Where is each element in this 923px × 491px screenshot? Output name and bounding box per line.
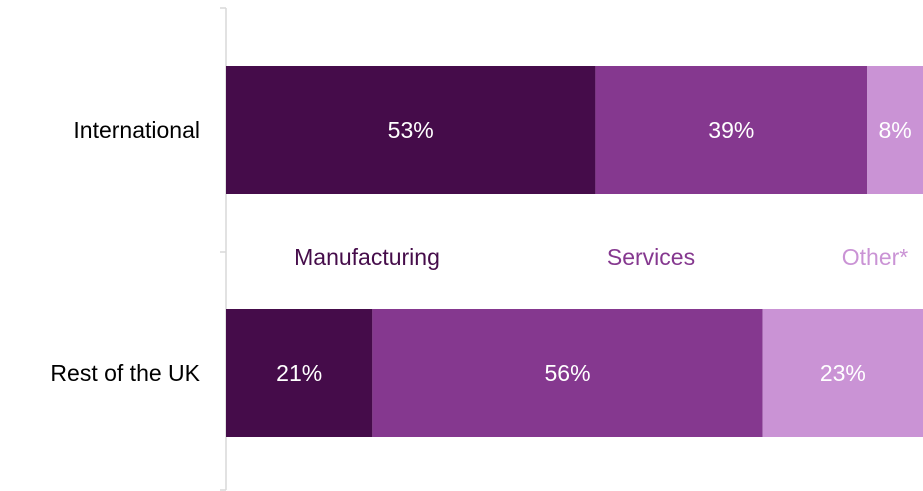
bar-1-1 [372,309,763,437]
legend: Manufacturing Services Other* [294,244,908,270]
category-labels: International Rest of the UK [50,117,200,386]
data-label-0-2: 8% [878,117,911,143]
category-label-0: International [73,117,200,143]
legend-label-1: Services [607,244,695,270]
data-label-0-1: 39% [708,117,754,143]
legend-label-2: Other* [842,244,909,270]
data-label-1-2: 23% [820,360,866,386]
bar-1-0 [226,309,373,437]
bar-1-2 [762,309,923,437]
category-label-1: Rest of the UK [50,360,200,386]
data-label-1-0: 21% [276,360,322,386]
bars [226,66,923,437]
data-labels: 53% 39% 8% 21% 56% 23% [276,117,912,386]
bar-0-0 [226,66,596,194]
data-label-1-1: 56% [545,360,591,386]
bar-0-2 [867,66,923,194]
bar-0-1 [595,66,868,194]
category-axis [220,7,227,491]
data-label-0-0: 53% [388,117,434,143]
legend-label-0: Manufacturing [294,244,440,270]
